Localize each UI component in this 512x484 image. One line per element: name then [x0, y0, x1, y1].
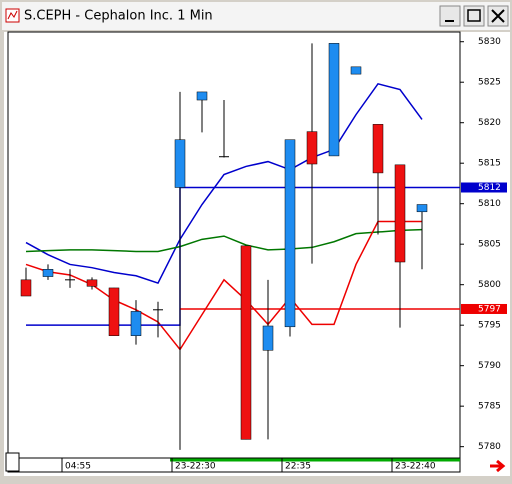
- candle-body: [42, 269, 54, 277]
- y-tick-label: 5790: [478, 361, 501, 371]
- candle-body: [262, 325, 274, 351]
- y-tick-label: 5785: [478, 402, 501, 412]
- y-tick-label: 5795: [478, 321, 501, 331]
- x-tick-label: 23-22:30: [175, 462, 216, 472]
- candle-body: [284, 139, 296, 328]
- y-tick-label: 5825: [478, 78, 501, 88]
- y-tick-label: 5800: [478, 280, 501, 290]
- plot: 5780 5785 5790 5795 5800 5805 5810 5815 5820 5825…: [20, 37, 507, 472]
- candle-body: [86, 279, 98, 287]
- title-bar: [2, 2, 510, 30]
- minimize-button[interactable]: [439, 5, 461, 27]
- y-tick-label: 5815: [478, 159, 501, 169]
- y-tick-label: 5810: [478, 199, 501, 209]
- price-marker-label: 5812: [478, 183, 501, 193]
- y-tick-label: 5830: [478, 37, 501, 47]
- candle-body: [240, 245, 252, 440]
- candle-body: [372, 124, 384, 174]
- candle-body: [416, 204, 428, 213]
- app-icon-glyph: [7, 10, 18, 20]
- y-tick-label: 5805: [478, 240, 501, 250]
- price-marker: [461, 303, 507, 314]
- x-tick-label: 22:35: [285, 462, 311, 472]
- window-title: S.CEPH - Cephalon Inc. 1 Min: [24, 9, 213, 24]
- candle-body: [306, 131, 318, 165]
- plot-area: [7, 31, 461, 459]
- candle-body: [108, 287, 120, 336]
- candle-body: [394, 164, 406, 263]
- y-tick-label: 5820: [478, 118, 501, 128]
- x-tick-label: 04:55: [65, 462, 91, 472]
- level-line: [26, 186, 460, 326]
- y-tick-label: 5780: [478, 442, 501, 452]
- price-marker-label: 5797: [478, 304, 501, 314]
- scroll-right-arrow[interactable]: [490, 459, 506, 473]
- candle-body: [196, 91, 208, 101]
- candle-body: [328, 43, 340, 157]
- candle-body: [174, 139, 186, 188]
- candle-body: [350, 66, 362, 75]
- close-button[interactable]: [487, 5, 509, 27]
- indicator-line: [25, 228, 423, 253]
- x-tick-label: 23-22:40: [395, 462, 436, 472]
- candle-body: [130, 311, 142, 336]
- indicator-line: [25, 82, 423, 284]
- scroll-thumb[interactable]: [5, 452, 20, 472]
- price-marker: [461, 182, 507, 193]
- candle-body: [20, 279, 32, 297]
- maximize-button[interactable]: [463, 5, 485, 27]
